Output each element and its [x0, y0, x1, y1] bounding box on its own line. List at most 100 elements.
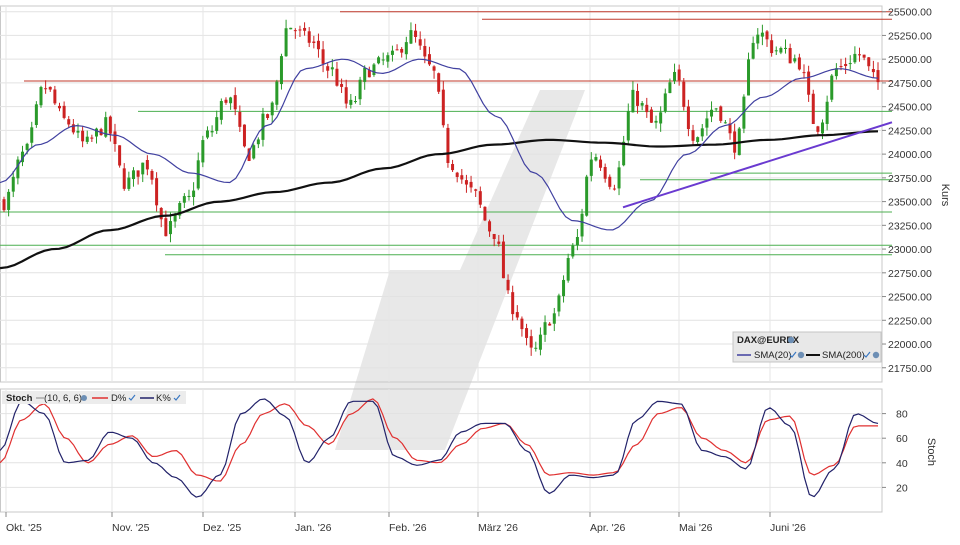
candle-body — [118, 145, 122, 166]
y-axis-label: Kurs — [939, 184, 951, 207]
candle — [779, 46, 783, 55]
candle — [145, 155, 149, 176]
candle-body — [270, 102, 274, 116]
candle — [187, 189, 191, 201]
candle-body — [224, 99, 228, 103]
candle — [483, 206, 487, 222]
candle — [552, 307, 556, 332]
candle-body — [404, 42, 408, 55]
candle — [797, 53, 801, 71]
candle — [279, 53, 283, 90]
candle-body — [710, 109, 714, 117]
candle — [340, 78, 344, 93]
candle — [599, 155, 603, 171]
candle-body — [871, 69, 875, 73]
candle-body — [571, 245, 575, 257]
candle-body — [617, 167, 621, 189]
candle — [460, 168, 464, 184]
candle-body — [446, 127, 450, 163]
legend-check-icon[interactable] — [789, 351, 797, 358]
candle-body — [585, 176, 589, 216]
candle — [501, 234, 505, 279]
candle-body — [807, 71, 811, 95]
candle — [515, 305, 519, 321]
candle — [344, 79, 348, 109]
candle — [427, 46, 431, 67]
stoch-info-icon[interactable] — [81, 395, 87, 401]
x-tick-label: Jan. '26 — [295, 522, 332, 534]
candle-body — [418, 39, 422, 46]
candle — [150, 169, 154, 185]
candle — [497, 235, 501, 247]
candle — [261, 107, 265, 147]
candle-body — [127, 177, 131, 189]
candle-body — [612, 188, 616, 190]
candle-body — [844, 63, 848, 67]
candle-body — [696, 137, 700, 143]
candle — [511, 285, 515, 321]
candle — [575, 228, 579, 251]
candle — [48, 86, 52, 92]
candle-body — [802, 72, 806, 74]
y-tick-label: 23250.00 — [888, 220, 932, 232]
candle-body — [400, 48, 404, 53]
candle — [256, 137, 260, 149]
candle-body — [219, 101, 223, 120]
candle — [548, 322, 552, 326]
candle-body — [104, 117, 108, 137]
candle — [168, 212, 172, 243]
candle-body — [256, 139, 260, 145]
candles — [2, 19, 880, 356]
candle — [696, 136, 700, 146]
candle-body — [589, 159, 593, 176]
candle — [266, 113, 270, 120]
legend-info-icon[interactable] — [797, 351, 805, 359]
candle — [686, 99, 690, 137]
candle — [247, 147, 251, 162]
candle-body — [363, 67, 367, 82]
candle — [538, 327, 542, 356]
candle — [469, 175, 473, 193]
watermark-logo — [335, 90, 585, 450]
candle-body — [76, 130, 80, 133]
candle-body — [557, 295, 561, 312]
candle — [464, 174, 468, 193]
candle — [719, 105, 723, 123]
legend-check-icon[interactable] — [863, 351, 871, 358]
legend-info-icon[interactable] — [787, 336, 795, 344]
candle-body — [603, 167, 607, 179]
candle — [316, 33, 320, 58]
candle-body — [275, 81, 279, 105]
candle-body — [108, 116, 112, 134]
candle-body — [654, 120, 658, 123]
candle-body — [432, 66, 436, 71]
stoch-check-icon[interactable] — [128, 394, 136, 401]
candle — [608, 174, 612, 190]
candle-body — [266, 114, 270, 118]
candle — [506, 274, 510, 294]
candle-body — [145, 159, 149, 170]
candle — [784, 39, 788, 54]
candle-body — [834, 68, 838, 77]
candle-body — [705, 118, 709, 128]
candle-body — [381, 59, 385, 61]
candle — [284, 19, 288, 57]
candle — [252, 143, 256, 160]
candle-body — [501, 241, 505, 279]
candle-body — [25, 143, 29, 150]
candle-body — [876, 70, 880, 83]
candle — [437, 72, 441, 94]
watermark-shape — [335, 90, 585, 450]
candle — [11, 170, 15, 198]
stoch-check-icon[interactable] — [173, 394, 181, 401]
candle — [192, 182, 196, 206]
candle — [67, 116, 71, 129]
candle-body — [81, 130, 85, 142]
candle — [580, 208, 584, 242]
candle-body — [788, 48, 792, 64]
legend-info-icon[interactable] — [872, 351, 880, 359]
main-frame — [0, 5, 883, 383]
stoch-y-axis: 20 40 60 80 Stoch — [882, 409, 937, 494]
candle — [418, 31, 422, 50]
candle — [488, 219, 492, 237]
